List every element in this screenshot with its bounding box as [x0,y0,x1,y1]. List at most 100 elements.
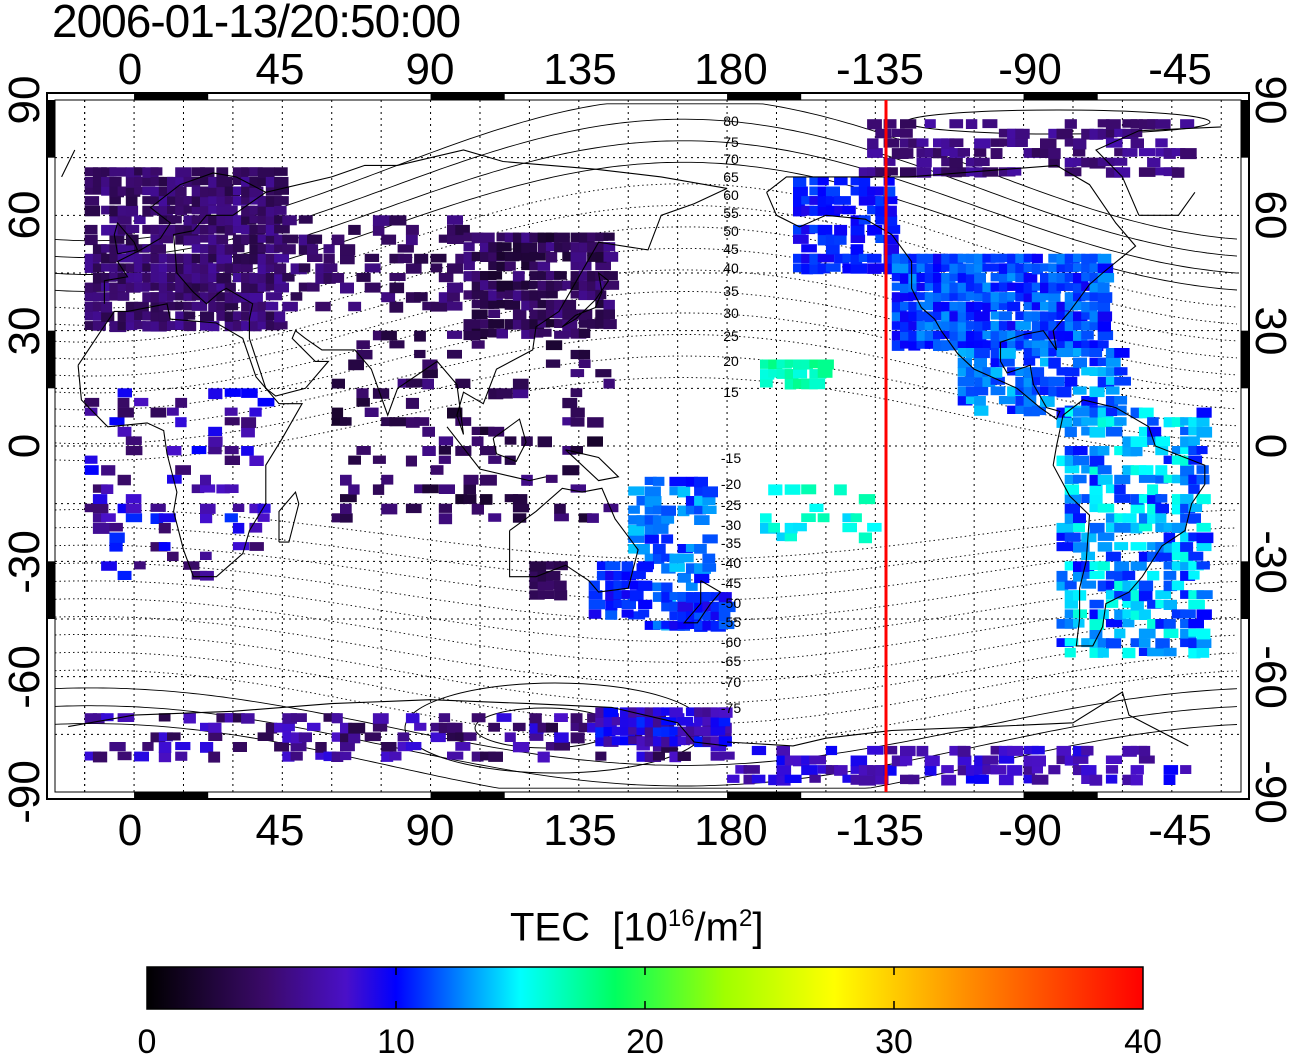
tec-patch [965,263,981,275]
tec-patch [949,148,966,158]
tec-patch [867,745,884,755]
tec-patch [965,253,979,264]
tec-patch [1138,647,1154,656]
tec-patch [447,349,462,359]
tec-patch [183,263,198,274]
tec-patch [1097,321,1111,332]
tec-patch [1163,628,1179,638]
tec-patch [900,253,911,264]
tec-patch [867,186,883,196]
tec-patch [1105,348,1120,358]
tec-patch [414,378,429,388]
tec-patch [512,280,528,290]
tec-patch [142,176,156,187]
tec-patch [867,263,882,274]
tec-patch [694,717,707,726]
tec-patch [1130,465,1147,476]
tec-patch [142,742,154,751]
tec-patch [702,620,716,631]
tec-patch [603,232,615,241]
tec-patch [1073,417,1088,427]
tec-patch [257,513,270,522]
tec-patch [414,330,426,342]
tec-patch [150,167,163,176]
tec-patch [793,234,809,244]
tec-patch [1081,774,1093,784]
tec-patch [652,524,669,534]
tec-patch [933,330,945,340]
tec-patch [710,620,726,632]
tec-patch [900,301,913,311]
tec-patch [1056,128,1073,140]
tec-patch [545,299,561,310]
tec-patch [982,330,995,340]
tec-patch [1081,745,1094,756]
tec-patch [965,282,979,292]
tec-patch [850,186,865,196]
tec-patch [1147,157,1161,168]
tec-patch [1155,551,1173,562]
tec-patch [84,263,97,273]
tec-patch [702,736,718,747]
tec-patch [463,494,477,504]
frame-tick-bars [47,93,1249,799]
tec-patch [463,732,477,741]
tec-patch [629,590,644,602]
tec-patch [348,732,361,744]
tec-patch [644,515,659,525]
tec-patch [1138,628,1156,639]
tec-patch [1015,367,1027,377]
tec-patch [957,282,974,293]
tec-patch [669,726,683,736]
tec-patch [191,301,208,311]
tec-patch [900,311,912,323]
tec-patch [167,176,183,188]
tec-patch [677,751,691,761]
tec-patch [1056,532,1069,541]
tec-patch [621,599,636,609]
tec-patch [84,311,99,321]
tec-patch [101,224,118,236]
tec-patch [1031,292,1046,303]
tec-patch [809,176,826,186]
tec-patch [1089,484,1103,496]
tec-patch [562,319,578,330]
coastline [61,126,1222,216]
tec-patch [463,261,475,271]
tec-patch [323,244,335,254]
tec-patch [1007,301,1021,312]
tec-patch [776,532,789,542]
tec-patch [1048,128,1065,139]
tec-patch [1064,532,1081,542]
tec-patch [150,176,164,186]
tec-patch [158,751,172,763]
tec-patch [274,215,288,224]
tec-patch [596,561,612,571]
tec-patch [504,494,519,503]
tec-patch [652,592,668,602]
tec-patch [850,224,865,236]
tec-patch [1081,494,1094,503]
tec-patch [496,388,513,399]
tec-patch [167,196,180,205]
tec-patch [504,290,516,300]
tec-patch [191,224,204,235]
tec-patch [1114,128,1126,137]
tec-patch [965,311,979,321]
tec-patch [1056,340,1071,349]
tec-patch [447,263,463,274]
tec-patch [158,321,171,331]
tec-patch [562,328,579,338]
tec-patch [883,205,897,217]
tec-patch [990,367,1003,378]
tec-patch [1155,638,1170,649]
tec-patch [150,513,164,524]
tec-patch [1105,484,1122,494]
tec-patch [850,513,862,523]
tec-patch [496,242,512,252]
tec-patch [1023,253,1036,263]
tec-patch [158,196,171,207]
tec-patch [858,532,872,544]
tec-patch [990,348,1006,359]
contour-label: 80 [723,113,739,129]
